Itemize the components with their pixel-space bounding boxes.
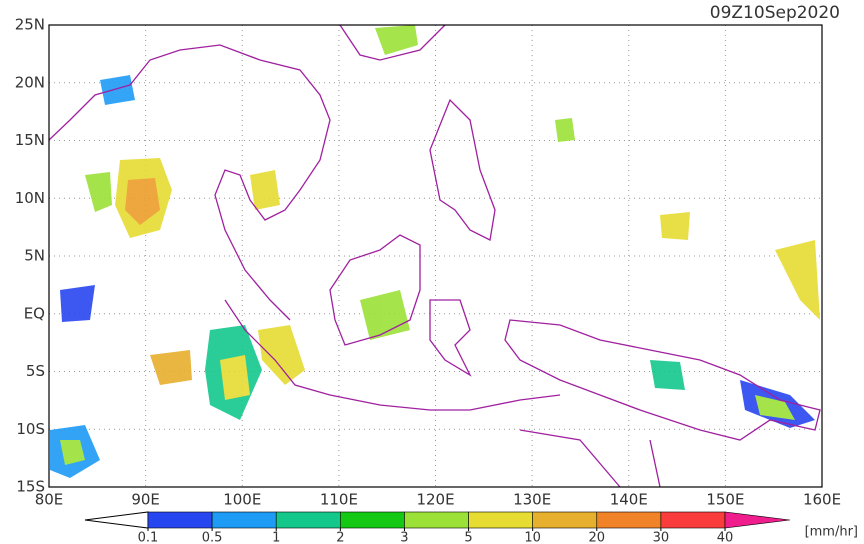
lat-label: 20N — [15, 73, 45, 91]
coastline — [429, 299, 472, 377]
rain-blob — [555, 118, 575, 142]
colorbar-segment — [532, 511, 598, 529]
rain-field — [50, 25, 820, 478]
rain-blob — [375, 25, 418, 55]
lat-label: EQ — [24, 304, 45, 322]
colorbar-segment — [147, 511, 213, 529]
coastlines — [48, 24, 821, 488]
lat-label: 25N — [15, 16, 45, 34]
rain-blob — [755, 395, 795, 420]
lat-label: 10N — [15, 189, 45, 207]
lat-label: 10S — [16, 420, 45, 438]
colorbar-high-end — [724, 511, 791, 529]
lon-label: 90E — [131, 491, 160, 509]
colorbar-tick-label: 30 — [653, 531, 670, 544]
colorbar-unit: [mm/hr] — [805, 525, 858, 540]
colorbar-tick-label: 10 — [524, 531, 541, 544]
rain-blob — [100, 75, 135, 105]
colorbar-tick-label: 0.1 — [138, 531, 159, 544]
lon-label: 80E — [35, 491, 64, 509]
lon-label: 130E — [513, 491, 551, 509]
lat-label: 15S — [16, 478, 45, 496]
rain-blob — [660, 212, 690, 240]
coastline — [224, 299, 561, 411]
rain-blob — [85, 172, 112, 212]
colorbar: 0.1 0.5 1 2 3 5 10 20 30 40 [mm/hr] — [84, 511, 858, 544]
lat-label: 5N — [24, 247, 45, 265]
colorbar-tick-label: 1 — [272, 531, 280, 544]
colorbar-segment — [660, 511, 726, 529]
rain-blob — [60, 440, 85, 465]
colorbar-segment — [340, 511, 405, 529]
rain-blob — [258, 325, 305, 385]
coastline — [48, 44, 331, 321]
map-title: 09Z10Sep2020 — [710, 3, 840, 23]
colorbar-tick-label: 20 — [589, 531, 606, 544]
map-frame — [48, 24, 823, 488]
lon-label: 140E — [610, 491, 648, 509]
colorbar-tick-label: 0.5 — [202, 531, 223, 544]
lon-label: 120E — [416, 491, 454, 509]
colorbar-tick-label: 5 — [464, 531, 472, 544]
lon-label: 150E — [706, 491, 744, 509]
lon-label: 160E — [803, 491, 841, 509]
rain-blob — [250, 170, 280, 210]
colorbar-tick-label: 40 — [717, 531, 734, 544]
rain-blob — [650, 360, 685, 390]
rain-blob — [125, 178, 160, 225]
colorbar-segment — [211, 511, 277, 529]
colorbar-segment — [275, 511, 341, 529]
rain-blob — [60, 285, 95, 322]
coastline — [504, 319, 821, 441]
rain-blob — [150, 350, 192, 385]
coastline — [429, 98, 496, 241]
rain-blob — [220, 355, 250, 400]
coastline — [519, 429, 661, 488]
colorbar-segment — [404, 511, 469, 529]
lon-label: 100E — [223, 491, 261, 509]
colorbar-segment — [596, 511, 662, 529]
colorbar-tick-label: 3 — [400, 531, 408, 544]
lat-label: 15N — [15, 131, 45, 149]
lat-label: 5S — [26, 362, 45, 380]
colorbar-segment — [468, 511, 533, 529]
coastline — [339, 24, 446, 61]
colorbar-low-end — [84, 511, 149, 529]
rain-blob — [775, 240, 820, 320]
colorbar-tick-label: 2 — [336, 531, 344, 544]
rain-blob — [360, 290, 410, 340]
coastline — [329, 234, 421, 346]
lon-label: 110E — [320, 491, 358, 509]
